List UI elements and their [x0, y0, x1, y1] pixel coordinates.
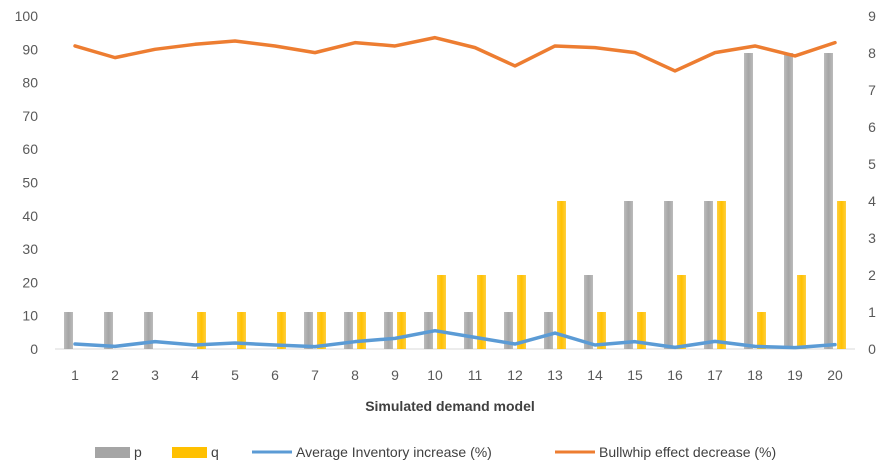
x-tick-label: 4	[191, 367, 199, 383]
x-tick-label: 5	[231, 367, 239, 383]
bar-p	[464, 312, 473, 349]
x-axis-ticks: 1 2 3 4 5 6 7 8 9 10 11 12 13 14 15 16 17 18 19 20	[71, 367, 843, 383]
x-tick-label: 9	[391, 367, 399, 383]
bar-q	[717, 201, 726, 349]
left-tick-label: 0	[30, 341, 38, 357]
bar-p	[744, 53, 753, 349]
bar-q	[757, 312, 766, 349]
left-tick-label: 100	[15, 8, 39, 24]
x-tick-label: 12	[507, 367, 523, 383]
x-tick-label: 6	[271, 367, 279, 383]
legend-label: Bullwhip effect decrease (%)	[599, 444, 776, 460]
legend-swatch	[95, 447, 130, 458]
bar-p	[824, 53, 833, 349]
left-tick-label: 40	[22, 208, 38, 224]
x-axis-title: Simulated demand model	[365, 398, 535, 414]
right-tick-label: 0	[868, 341, 876, 357]
x-tick-label: 14	[587, 367, 603, 383]
bar-p	[64, 312, 73, 349]
left-tick-label: 50	[22, 175, 38, 191]
bar-p	[104, 312, 113, 349]
left-axis-ticks: 0 10 20 30 40 50 60 70 80 90 100	[15, 8, 39, 357]
x-tick-label: 17	[707, 367, 723, 383]
legend-swatch	[172, 447, 207, 458]
x-tick-label: 11	[468, 367, 483, 383]
bar-q	[397, 312, 406, 349]
bar-p	[384, 312, 393, 349]
legend-label: p	[134, 444, 142, 460]
right-tick-label: 6	[868, 119, 876, 135]
bar-p	[304, 312, 313, 349]
right-tick-label: 7	[868, 82, 876, 98]
left-tick-label: 90	[22, 41, 38, 57]
x-tick-label: 15	[627, 367, 643, 383]
bar-q	[797, 275, 806, 349]
bar-marks	[64, 53, 846, 349]
bar-q	[317, 312, 326, 349]
right-tick-label: 2	[868, 267, 876, 283]
x-tick-label: 19	[787, 367, 803, 383]
x-tick-label: 1	[71, 367, 79, 383]
x-tick-label: 7	[311, 367, 319, 383]
bar-p	[544, 312, 553, 349]
right-tick-label: 4	[868, 193, 876, 209]
left-tick-label: 10	[22, 308, 38, 324]
left-tick-label: 70	[22, 108, 38, 124]
x-tick-label: 16	[667, 367, 683, 383]
x-tick-label: 8	[351, 367, 359, 383]
right-tick-label: 3	[868, 230, 876, 246]
right-tick-label: 8	[868, 45, 876, 61]
x-tick-label: 13	[547, 367, 563, 383]
x-tick-label: 18	[747, 367, 763, 383]
left-tick-label: 20	[22, 274, 38, 290]
right-tick-label: 1	[868, 304, 876, 320]
bar-q	[837, 201, 846, 349]
bar-q	[677, 275, 686, 349]
left-tick-label: 30	[22, 241, 38, 257]
legend-label: q	[211, 444, 219, 460]
line-series	[75, 38, 835, 71]
right-tick-label: 5	[868, 156, 876, 172]
x-tick-label: 10	[427, 367, 443, 383]
bar-q	[437, 275, 446, 349]
left-tick-label: 80	[22, 75, 38, 91]
bar-p	[664, 201, 673, 349]
left-tick-label: 60	[22, 141, 38, 157]
legend: p q Average Inventory increase (%) Bullwhip…	[95, 444, 776, 460]
x-tick-label: 2	[111, 367, 119, 383]
bar-q	[557, 201, 566, 349]
bar-p	[784, 53, 793, 349]
bar-q	[357, 312, 366, 349]
right-axis-ticks: 0 1 2 3 4 5 6 7 8 9	[868, 8, 876, 357]
x-tick-label: 20	[827, 367, 843, 383]
right-tick-label: 9	[868, 8, 876, 24]
bar-p	[624, 201, 633, 349]
bar-p	[584, 275, 593, 349]
bar-p	[704, 201, 713, 349]
bar-q	[517, 275, 526, 349]
legend-label: Average Inventory increase (%)	[296, 444, 492, 460]
x-tick-label: 3	[151, 367, 159, 383]
